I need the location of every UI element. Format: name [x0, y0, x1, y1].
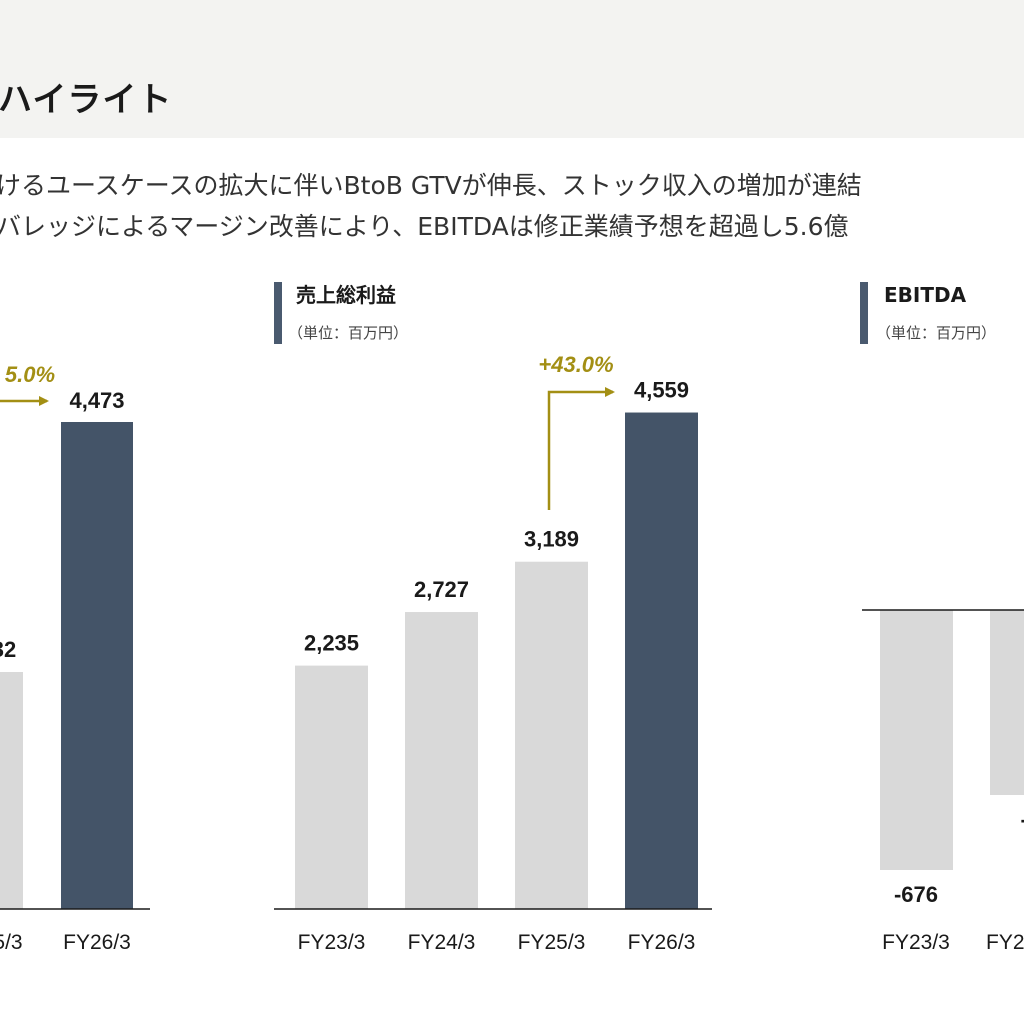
gross-profit-chart: +43.0% 2,235 FY23/3 2,727 FY24/3 3,189 FY25/3…: [274, 352, 712, 954]
tick-label-revenue-fy25: 5/3: [0, 931, 23, 954]
value-label-gross-profit-3: 4,559: [634, 378, 689, 403]
tick-label-gross-profit-1: FY24/3: [408, 931, 476, 954]
revenue-chart: 32 4,473 5/3 FY26/3 5.0%: [0, 362, 150, 954]
tick-label-gross-profit-0: FY23/3: [298, 931, 366, 954]
bar-gross-profit-fy25-3: [515, 561, 588, 909]
value-label-revenue-fy25: 32: [0, 637, 16, 662]
bar-revenue-fy25: [0, 672, 23, 909]
page-title: ハイライト: [0, 80, 173, 120]
tick-label-revenue-fy26: FY26/3: [63, 931, 131, 954]
header-band: [0, 0, 1024, 138]
value-label-ebitda-fy23: -676: [894, 882, 938, 907]
gross-profit-chart-title: 売上総利益: [296, 283, 396, 307]
summary-line-1: けるユースケースの拡大に伴いBtoB GTVが伸長、ストック収入の増加が連結: [0, 171, 862, 200]
revenue-growth-label: 5.0%: [5, 362, 55, 387]
bar-ebitda-fy24: [990, 610, 1024, 795]
ebitda-chart: -676 -4 FY23/3 FY2: [862, 609, 1024, 954]
value-label-ebitda-fy24: -4: [1020, 807, 1024, 832]
tick-label-gross-profit-3: FY26/3: [628, 931, 696, 954]
gross-profit-growth-label: +43.0%: [538, 352, 613, 377]
bar-gross-profit-fy26-3: [625, 412, 698, 909]
bar-gross-profit-fy24-3: [405, 612, 478, 909]
gross-profit-title-marker: [274, 282, 282, 344]
bar-revenue-fy26: [61, 422, 133, 909]
ebitda-chart-title: EBITDA: [884, 283, 967, 307]
value-label-gross-profit-2: 3,189: [524, 527, 579, 552]
bar-ebitda-fy23: [880, 610, 953, 870]
gross-profit-growth-arrow: [547, 387, 615, 510]
bar-gross-profit-fy23-3: [295, 665, 368, 909]
value-label-gross-profit-0: 2,235: [304, 631, 359, 656]
value-label-revenue-fy26: 4,473: [69, 388, 124, 413]
tick-label-ebitda-fy23: FY23/3: [882, 931, 950, 954]
ebitda-title-marker: [860, 282, 868, 344]
value-label-gross-profit-1: 2,727: [414, 577, 469, 602]
summary-line-2: バレッジによるマージン改善により、EBITDAは修正業績予想を超過し5.6億: [0, 212, 849, 241]
tick-label-ebitda-fy24: FY2: [986, 931, 1024, 954]
gross-profit-unit-label: （単位：百万円）: [288, 324, 408, 342]
ebitda-unit-label: （単位：百万円）: [876, 324, 996, 342]
tick-label-gross-profit-2: FY25/3: [518, 931, 586, 954]
